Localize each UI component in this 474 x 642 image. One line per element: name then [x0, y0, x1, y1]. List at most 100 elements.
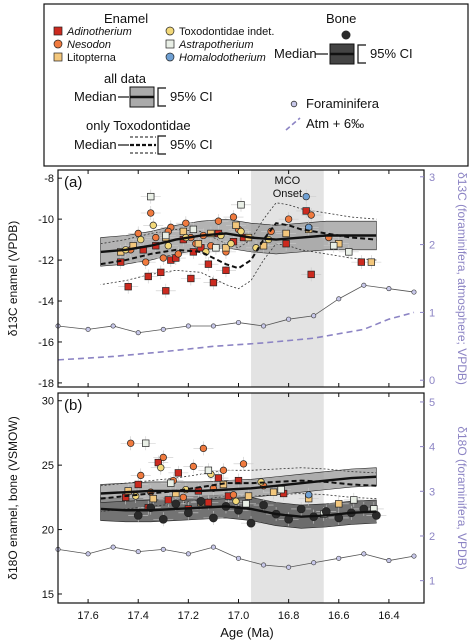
point-bone [372, 511, 381, 520]
foraminifera-point [110, 323, 116, 329]
point-nesodon [179, 493, 187, 502]
point-nesodon [219, 466, 228, 474]
point-litopterna [259, 242, 268, 250]
legend-all-median: Median [74, 89, 117, 104]
y-tick-label: -16 [38, 337, 54, 349]
legend-all-data: all data [104, 71, 147, 86]
point-nesodon [199, 444, 208, 453]
point-astrapotherium [204, 466, 213, 474]
point-litopterna [232, 221, 240, 229]
y-tick-label: -10 [38, 214, 54, 226]
foraminifera-point [261, 562, 267, 568]
foraminifera-point [160, 546, 166, 552]
point-bone [259, 500, 268, 510]
point-homalodotherium [305, 491, 313, 499]
foraminifera-point [336, 555, 342, 561]
legend-taxa: Adinotherium Toxodontidae indet. Nesodon As… [53, 26, 274, 64]
legend-all-ci: 95% CI [170, 89, 213, 104]
legend-label-nesodon: Nesodon [67, 39, 111, 51]
x-tick-label: 17.6 [77, 610, 98, 622]
point-nesodon [134, 229, 142, 238]
panel-label: (a) [64, 174, 82, 191]
foraminifera-point [210, 544, 216, 550]
legend-atm-line [285, 117, 301, 131]
y-axis-label: δ13C enamel (VPDB) [6, 221, 20, 336]
x-tick-label: 16.6 [328, 610, 349, 622]
foraminifera-point [361, 551, 367, 557]
point-nesodon [159, 453, 167, 462]
point-astrapotherium [330, 242, 338, 250]
y2-tick-label: 0 [429, 375, 435, 387]
point-adinotherium [174, 469, 182, 477]
legend-atm: Atm + 6‰ [306, 116, 364, 131]
foraminifera-point [135, 330, 141, 336]
panel-a: -8 -10 -12 -14 -16 -18 3 2 1 0 (a) δ13C enamel (VPD… [6, 169, 469, 390]
point-adinotherium [162, 287, 170, 295]
point-toxodontidae-indet- [164, 242, 172, 250]
point-toxodontidae-indet- [237, 227, 245, 236]
x-tick-label: 16.8 [278, 610, 299, 622]
foraminifera-point [311, 313, 317, 319]
point-adinotherium [282, 240, 290, 248]
point-adinotherium [164, 496, 172, 504]
legend-all-bracket [157, 87, 166, 107]
y-tick-label: 20 [42, 525, 54, 537]
legend-label-litopterna: Litopterna [67, 52, 117, 64]
point-adinotherium [204, 260, 213, 268]
y2-tick-label: 3 [429, 172, 435, 184]
y2-tick-label: 1 [429, 576, 435, 588]
foraminifera-point [336, 296, 342, 302]
point-astrapotherium [189, 225, 198, 234]
point-adinotherium [209, 278, 218, 287]
point-astrapotherium [167, 479, 175, 487]
mco-onset-label: Onset [273, 188, 302, 200]
legend-toxo-bracket [157, 135, 166, 155]
plot-frame [57, 169, 425, 388]
foraminifera-point [110, 544, 116, 550]
point-adinotherium [357, 258, 365, 266]
point-litopterna [222, 244, 230, 252]
foraminifera-point [85, 551, 91, 557]
point-toxodontidae-indet- [137, 235, 145, 244]
y2-axis-label: δ18O (foraminifera, VPDB) [455, 426, 469, 569]
point-bone [209, 513, 218, 523]
point-toxodontidae-indet- [232, 497, 240, 505]
point-litopterna [149, 494, 157, 503]
y-tick-label: 15 [42, 589, 54, 601]
point-bone [171, 499, 181, 509]
legend-bone-title: Bone [326, 11, 356, 26]
y2-tick-label: 1 [429, 307, 435, 319]
y2-tick-label: 2 [429, 240, 435, 252]
y2-axis-label: δ13C (foraminifera, atmosphere; VPDB) [455, 172, 469, 385]
point-bone [158, 514, 168, 524]
point-litopterna [269, 488, 278, 496]
point-nesodon [284, 215, 293, 223]
legend-bone-ci: 95% CI [370, 46, 413, 61]
point-nesodon [182, 219, 190, 227]
y-tick-label: -18 [38, 378, 54, 390]
point-nesodon [152, 233, 160, 242]
x-axis: 17.6 17.4 17.2 17.0 16.8 16.6 16.4 [77, 610, 399, 622]
foraminifera-point [411, 289, 417, 295]
point-litopterna [282, 229, 290, 238]
point-adinotherium [204, 498, 213, 507]
point-astrapotherium [277, 485, 285, 494]
point-nesodon [189, 462, 198, 471]
x-axis-label: Age (Ma) [220, 625, 273, 640]
point-astrapotherium [212, 244, 220, 252]
point-adinotherium [214, 474, 223, 482]
y-tick-label: 30 [42, 396, 54, 408]
y-axis-label: δ18O enamel, bone (VSMOW) [6, 416, 20, 579]
point-homalodotherium [302, 192, 310, 201]
foraminifera-point [210, 323, 216, 329]
point-adinotherium [302, 207, 310, 215]
mco-label: MCO [275, 175, 301, 187]
point-toxodontidae-indet- [157, 464, 165, 472]
mco-onset-band [251, 170, 324, 387]
legend-only-toxo: only Toxodontidae [86, 118, 191, 133]
legend-label-homalodotherium: Homalodotherium [179, 52, 266, 64]
point-litopterna [179, 227, 187, 236]
foraminifera-point [261, 323, 267, 329]
foraminifera-point [185, 323, 191, 329]
